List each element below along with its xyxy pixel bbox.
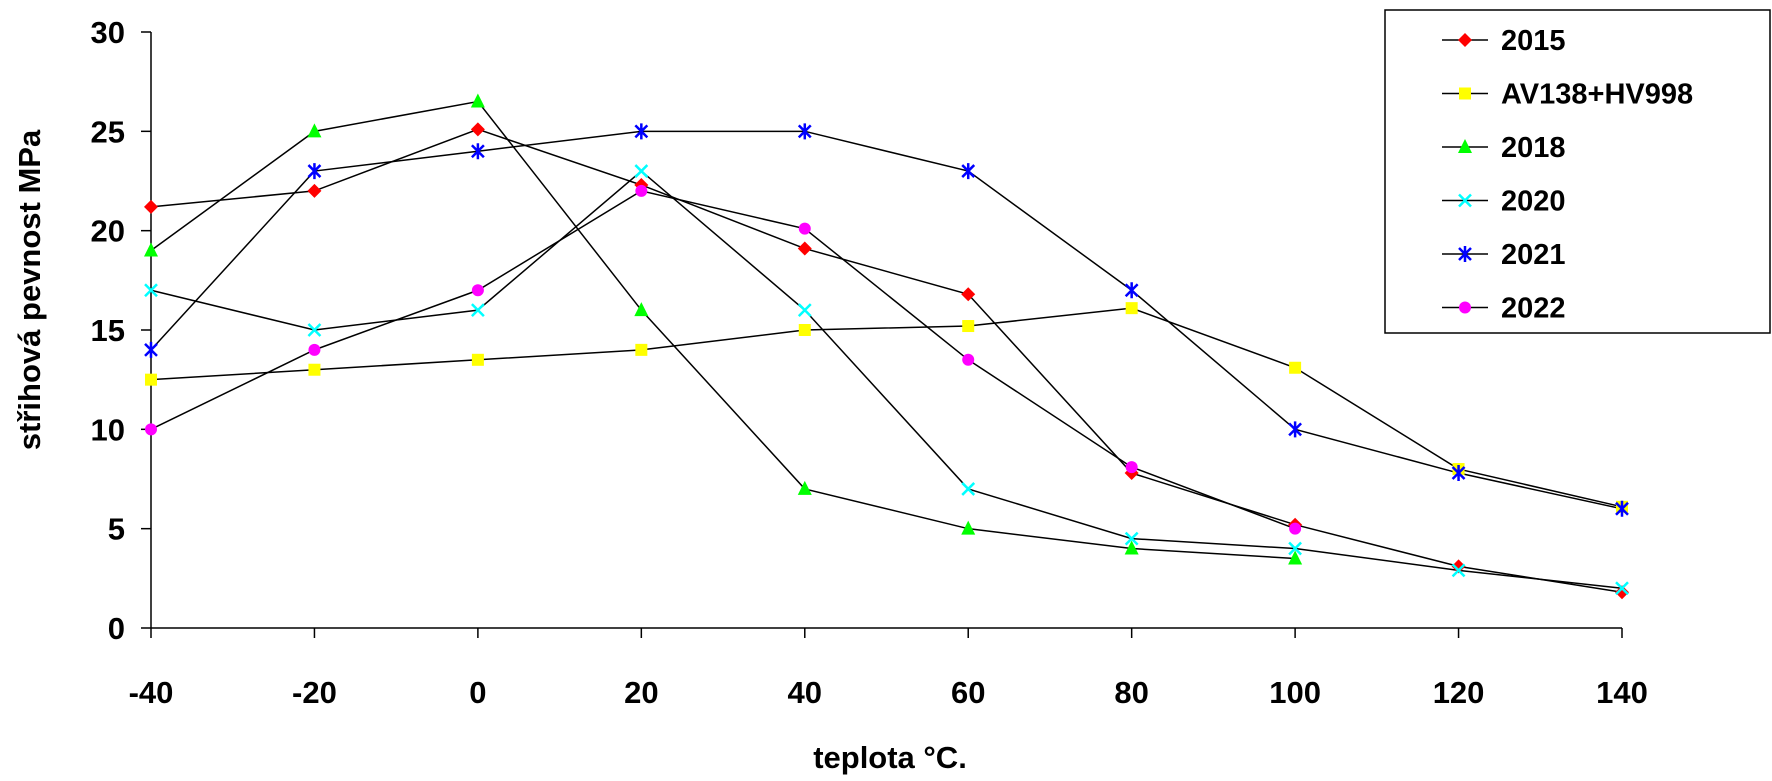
data-point-0 <box>1615 585 1629 600</box>
data-point-5 <box>635 184 648 197</box>
series-line-2 <box>150 100 1296 560</box>
legend-marker <box>1458 193 1472 208</box>
data-point-3 <box>471 303 485 318</box>
data-point-3 <box>797 303 812 318</box>
data-point-0 <box>307 183 322 198</box>
data-point-5 <box>962 353 975 366</box>
legend-marker <box>1459 87 1471 100</box>
y-tick-label: 0 <box>108 611 125 646</box>
data-point-1 <box>798 324 811 336</box>
data-point-3 <box>1288 541 1302 556</box>
legend-label: 2022 <box>1501 293 1566 325</box>
data-point-4 <box>144 341 158 358</box>
data-point-4 <box>1451 465 1466 482</box>
data-point-0 <box>797 241 812 256</box>
data-point-4 <box>307 163 322 180</box>
y-tick-label: 5 <box>108 512 125 547</box>
data-point-2 <box>1288 550 1303 565</box>
series-line-0 <box>150 128 1623 593</box>
data-point-2 <box>144 242 158 257</box>
x-tick-label: 80 <box>1114 675 1148 710</box>
legend-box <box>1384 9 1771 334</box>
x-tick-label: 40 <box>788 675 822 710</box>
data-point-1 <box>471 353 484 366</box>
x-tick-label: -20 <box>292 675 337 710</box>
data-point-3 <box>307 323 322 337</box>
legend-label: 2015 <box>1501 25 1566 57</box>
y-tick-label: 25 <box>91 114 125 149</box>
x-tick-label: 120 <box>1433 675 1485 710</box>
data-point-5 <box>145 423 157 436</box>
data-point-3 <box>961 482 976 496</box>
x-axis-title: teplota °C. <box>813 740 967 775</box>
legend: 2015 AV138+HV998 2018 2020 2021 2022 <box>1384 9 1771 334</box>
data-point-4 <box>634 123 649 140</box>
data-point-4 <box>797 123 812 140</box>
x-tick-label: 60 <box>951 675 985 710</box>
data-point-3 <box>634 164 649 178</box>
y-tick-label: 10 <box>91 412 125 447</box>
x-tick-label: 20 <box>624 675 658 710</box>
y-tick-label: 15 <box>91 313 125 348</box>
data-point-4 <box>1124 282 1139 299</box>
data-point-3 <box>1124 531 1139 546</box>
data-point-1 <box>635 343 648 356</box>
data-point-4 <box>1615 500 1629 517</box>
data-point-0 <box>961 287 976 302</box>
data-point-1 <box>1125 302 1138 315</box>
x-ticks: -40 -20 0 20 40 60 80 100 120 140 <box>129 628 1648 710</box>
legend-label: AV138+HV998 <box>1501 79 1693 111</box>
series-line-4 <box>150 130 1623 510</box>
y-tick-label: 20 <box>91 214 125 249</box>
y-ticks: 0 5 10 15 20 25 30 <box>91 15 151 646</box>
x-tick-label: -40 <box>129 675 174 710</box>
y-tick-label: 30 <box>91 15 125 50</box>
data-point-3 <box>144 283 158 298</box>
data-point-1 <box>308 363 321 376</box>
series-markers <box>144 93 1629 600</box>
legend-label: 2018 <box>1501 132 1566 164</box>
data-point-2 <box>634 302 649 317</box>
data-point-4 <box>1288 421 1302 438</box>
data-point-5 <box>1125 461 1138 474</box>
data-point-2 <box>961 520 976 535</box>
x-tick-label: 0 <box>469 675 486 710</box>
legend-label: 2020 <box>1501 186 1566 218</box>
x-tick-label: 100 <box>1269 675 1321 710</box>
data-point-4 <box>471 143 485 160</box>
y-axis-title: střihová pevnost MPa <box>12 129 47 450</box>
data-point-3 <box>1451 563 1466 578</box>
data-point-2 <box>797 480 812 495</box>
data-point-2 <box>1124 540 1139 555</box>
data-point-3 <box>1615 581 1629 596</box>
data-point-5 <box>798 222 811 235</box>
data-point-5 <box>1289 522 1302 535</box>
data-point-1 <box>145 373 157 386</box>
data-point-1 <box>962 320 975 333</box>
legend-marker <box>1459 301 1471 314</box>
x-tick-label: 140 <box>1596 675 1648 710</box>
legend-label: 2021 <box>1501 239 1566 271</box>
legend-marker <box>1458 246 1472 262</box>
data-point-2 <box>307 123 322 138</box>
series-line-5 <box>150 190 1296 530</box>
series-line-1 <box>150 307 1623 508</box>
legend-marker <box>1458 139 1472 153</box>
series-lines <box>150 100 1623 593</box>
data-point-0 <box>144 199 158 214</box>
data-point-4 <box>961 163 976 180</box>
data-point-5 <box>471 284 484 297</box>
data-point-5 <box>308 343 321 356</box>
data-point-1 <box>1289 361 1302 374</box>
data-point-2 <box>470 93 485 108</box>
legend-marker <box>1458 33 1472 47</box>
data-point-0 <box>1451 559 1466 574</box>
data-point-0 <box>470 122 485 137</box>
